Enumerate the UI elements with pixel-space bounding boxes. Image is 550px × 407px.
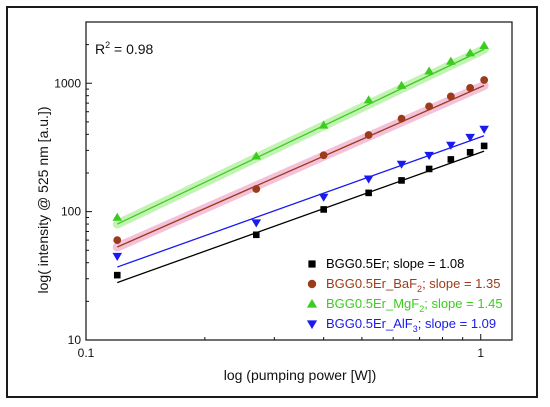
data-point [424,151,434,161]
x-tick-label: 0.1 [78,346,95,360]
plot-frame [85,21,513,341]
data-point [398,177,405,184]
data-point [252,231,260,239]
data-point [466,148,474,156]
fit-line [117,150,485,284]
data-point [480,76,489,84]
r-squared-annotation: R2 = 0.98 [95,40,154,57]
data-points [112,40,489,279]
legend-marker [308,260,316,268]
y-tick-label: 10 [68,333,82,347]
r-squared-superscript: 2 [105,40,110,50]
data-point [446,92,455,101]
data-point [365,189,372,197]
legend-label: BGG0.5Er_MgF2; slope = 1.45 [326,296,503,314]
legend-label-subscript: 2 [419,304,424,314]
x-axis-title: log (pumping power [W]) [224,367,377,383]
data-point [251,151,262,160]
legend-label: BGG0.5Er_BaF2; slope = 1.35 [326,276,500,294]
fit-line [117,135,485,268]
data-point [424,66,434,75]
legend-marker [306,298,318,308]
legend-label-tail: ; slope = 1.09 [418,316,496,331]
data-point [480,142,488,150]
data-point [318,120,329,129]
data-point [397,114,406,123]
data-point [113,236,122,245]
axes: 0.1 1 10 100 1000 [54,44,484,360]
data-point [112,212,123,221]
data-point [466,83,475,92]
data-point [479,40,489,50]
plot-area [85,21,513,341]
data-point [318,193,329,202]
legend-marker [306,320,318,330]
legend-label-main: BGG0.5Er; slope = 1.08 [326,256,464,271]
x-tick-label: 1 [477,346,484,360]
y-tick-label: 1000 [54,76,81,90]
legend-label-subscript: 3 [413,324,418,334]
data-point [446,56,456,65]
legend-label-tail: ; slope = 1.45 [424,296,502,311]
data-point [396,160,407,169]
data-point [446,141,456,150]
y-axis-title: log( intensity @ 525 nm [a.u.]) [35,107,51,294]
legend-label-main: BGG0.5Er_BaF [326,276,417,291]
legend-label-tail: ; slope = 1.35 [422,276,500,291]
fit-lines [112,44,489,284]
legend-label: BGG0.5Er; slope = 1.08 [326,256,464,271]
data-point [465,48,475,57]
data-point [425,102,434,111]
data-point [251,219,262,228]
legend-item: BGG0.5Er; slope = 1.08 [308,256,464,271]
data-point [320,206,327,213]
data-point [252,185,261,193]
data-point [396,80,407,89]
legend-marker [307,279,317,289]
data-point [112,252,123,261]
r-squared-prefix: R [95,41,105,57]
data-point [465,133,475,142]
data-point [479,125,489,134]
data-point [319,151,328,160]
fit-line [116,84,485,248]
data-point [425,165,433,173]
legend-item: BGG0.5Er_BaF2; slope = 1.35 [307,276,500,294]
data-point [364,131,373,139]
data-point [363,95,374,104]
data-point [447,156,455,163]
r-squared-value: = 0.98 [110,41,153,57]
legend-label-main: BGG0.5Er_AlF [326,316,413,331]
fit-line [116,48,485,225]
legend-label-subscript: 2 [417,284,422,294]
legend-label: BGG0.5Er_AlF3; slope = 1.09 [326,316,496,334]
legend-item: BGG0.5Er_MgF2; slope = 1.45 [306,296,503,314]
data-point [113,271,121,279]
legend-item: BGG0.5Er_AlF3; slope = 1.09 [306,316,496,334]
y-tick-label: 100 [61,205,81,219]
legend-label-main: BGG0.5Er_MgF [326,296,419,311]
data-point [363,175,374,184]
